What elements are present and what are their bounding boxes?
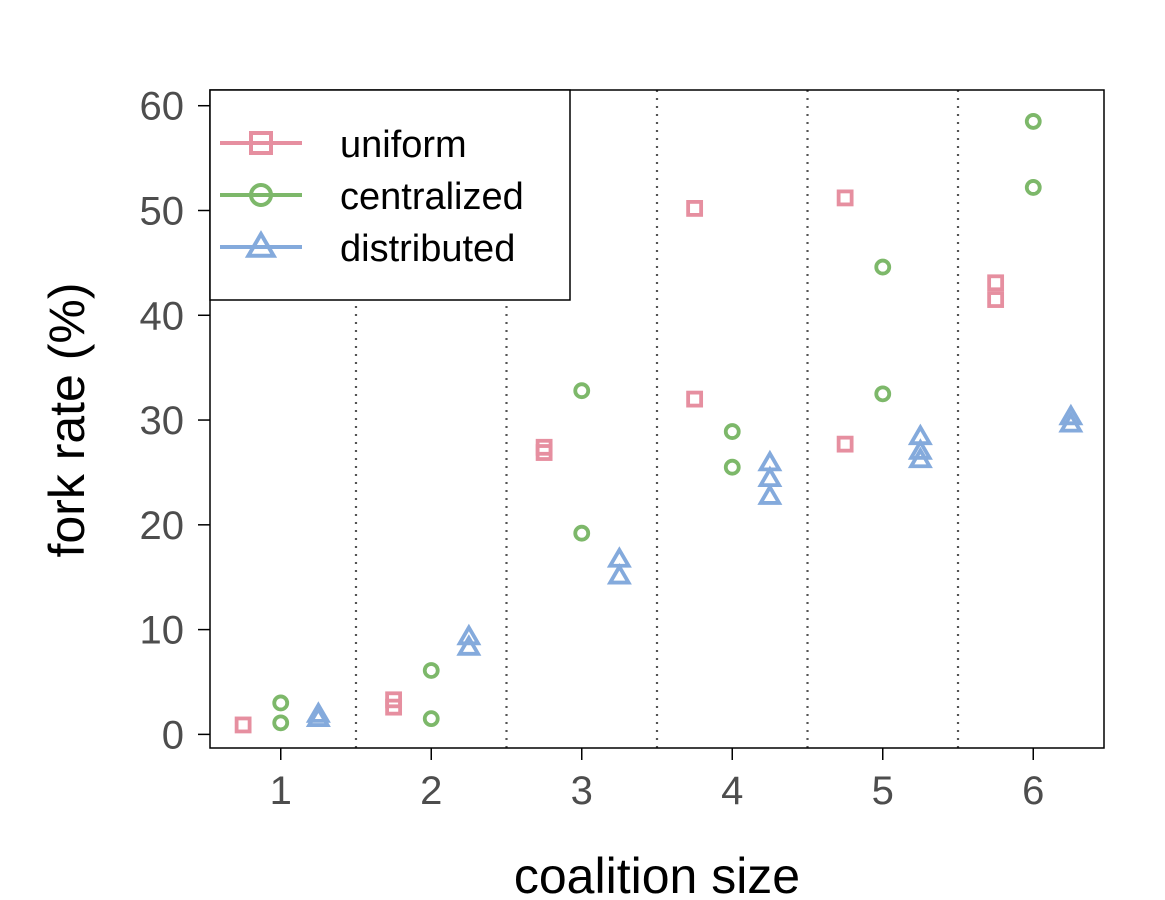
centralized-point <box>1024 113 1042 130</box>
distributed-point <box>606 562 632 585</box>
distributed-point <box>757 483 783 505</box>
uniform-point <box>385 691 403 709</box>
separator-layer <box>354 90 960 748</box>
x-tick-label: 2 <box>420 769 442 813</box>
legend: uniform centralized distributed <box>209 89 571 301</box>
x-tick-label: 4 <box>721 769 743 813</box>
centralized-point <box>1024 179 1042 196</box>
distributed-point <box>456 634 482 656</box>
centralized-point <box>723 423 741 440</box>
distributed-point <box>606 546 632 568</box>
series-distributed <box>305 403 1084 727</box>
legend-label-uniform: uniform <box>340 124 467 166</box>
legend-marker-centralized <box>249 183 273 207</box>
centralized-point <box>422 710 440 728</box>
y-tick-label: 20 <box>140 504 185 548</box>
distributed-point <box>907 423 933 446</box>
centralized-point <box>422 662 440 679</box>
centralized-point <box>874 385 892 403</box>
data-points-layer <box>234 113 1084 734</box>
uniform-point <box>836 189 854 207</box>
uniform-point <box>686 390 704 408</box>
distributed-point <box>305 705 331 727</box>
y-tick-label: 0 <box>162 713 184 757</box>
x-axis-title: coalition size <box>514 848 800 900</box>
y-tick-label: 40 <box>140 294 185 338</box>
uniform-point <box>836 435 854 453</box>
y-axis-title: fork rate (%) <box>39 282 95 557</box>
x-tick-label: 5 <box>872 769 894 813</box>
centralized-point <box>573 524 591 542</box>
x-tick-label: 3 <box>571 769 593 813</box>
distributed-point <box>456 623 482 646</box>
y-tick-label: 10 <box>140 609 185 653</box>
distributed-point <box>305 701 331 723</box>
series-centralized <box>272 113 1042 732</box>
uniform-point <box>234 716 252 734</box>
centralized-point <box>272 714 290 732</box>
distributed-point <box>757 465 783 488</box>
series-uniform <box>234 189 1005 734</box>
distributed-point <box>757 449 783 472</box>
uniform-point <box>535 438 553 456</box>
centralized-point <box>723 458 741 476</box>
uniform-point <box>987 274 1005 292</box>
centralized-point <box>573 382 591 400</box>
y-tick-label: 60 <box>140 85 185 129</box>
legend-label-centralized: centralized <box>340 176 524 218</box>
uniform-point <box>987 291 1005 308</box>
axes-layer: 0 10 20 30 40 50 60 1 2 3 4 5 6 <box>140 85 1045 813</box>
x-tick-label: 6 <box>1022 769 1044 813</box>
centralized-point <box>874 258 892 276</box>
uniform-point <box>686 199 704 217</box>
legend-marker-distributed <box>244 230 278 258</box>
distributed-point <box>907 438 933 460</box>
centralized-point <box>272 694 290 712</box>
plot-frame <box>209 89 1105 749</box>
legend-marker-uniform <box>249 131 273 155</box>
y-tick-label: 50 <box>140 189 185 233</box>
x-tick-label: 1 <box>270 769 292 813</box>
legend-label-distributed: distributed <box>340 228 515 270</box>
y-tick-label: 30 <box>140 399 185 443</box>
distributed-point <box>1058 403 1084 426</box>
